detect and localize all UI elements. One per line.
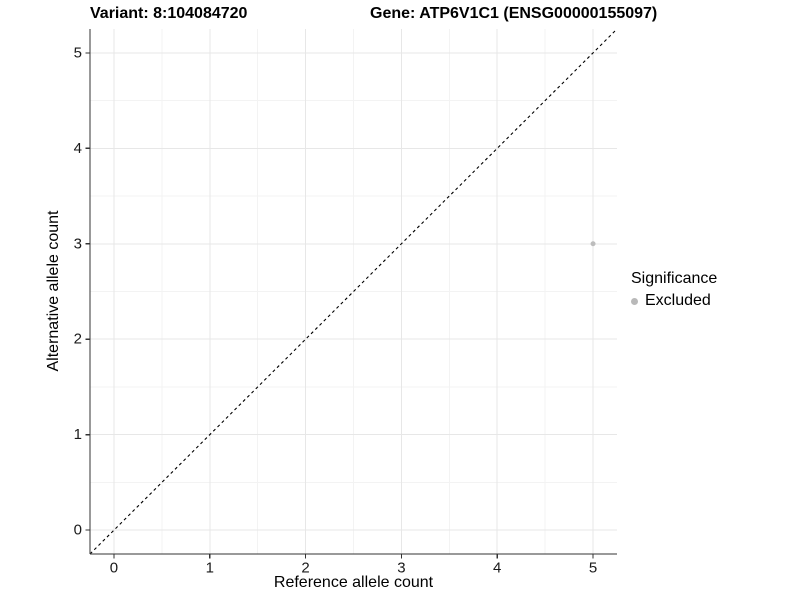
data-point xyxy=(590,241,596,247)
y-tick-label: 1 xyxy=(74,426,82,443)
x-tick-label: 3 xyxy=(397,559,405,576)
x-tick-label: 2 xyxy=(301,559,309,576)
legend-item-label: Excluded xyxy=(645,292,711,310)
x-axis-title: Reference allele count xyxy=(273,574,434,591)
x-tick-label: 1 xyxy=(206,559,214,576)
x-tick-label: 4 xyxy=(493,559,501,576)
legend-title: Significance xyxy=(631,270,718,287)
legend-item-excluded: Excluded xyxy=(631,292,717,310)
y-tick-label: 0 xyxy=(74,522,82,539)
identity-line xyxy=(89,28,618,555)
x-tick-label: 5 xyxy=(589,559,597,576)
gene-title: Gene: ATP6V1C1 (ENSG00000155097) xyxy=(370,5,658,22)
excluded-point-icon xyxy=(631,298,638,306)
y-axis-title: Alternative allele count xyxy=(45,210,62,372)
y-tick-label: 3 xyxy=(74,235,82,252)
y-tick-label: 4 xyxy=(74,140,82,157)
y-tick-label: 5 xyxy=(74,44,82,61)
y-tick-label: 2 xyxy=(74,331,82,348)
variant-title: Variant: 8:104084720 xyxy=(90,5,248,22)
x-tick-label: 0 xyxy=(110,559,118,576)
legend: Significance Excluded xyxy=(631,270,717,311)
